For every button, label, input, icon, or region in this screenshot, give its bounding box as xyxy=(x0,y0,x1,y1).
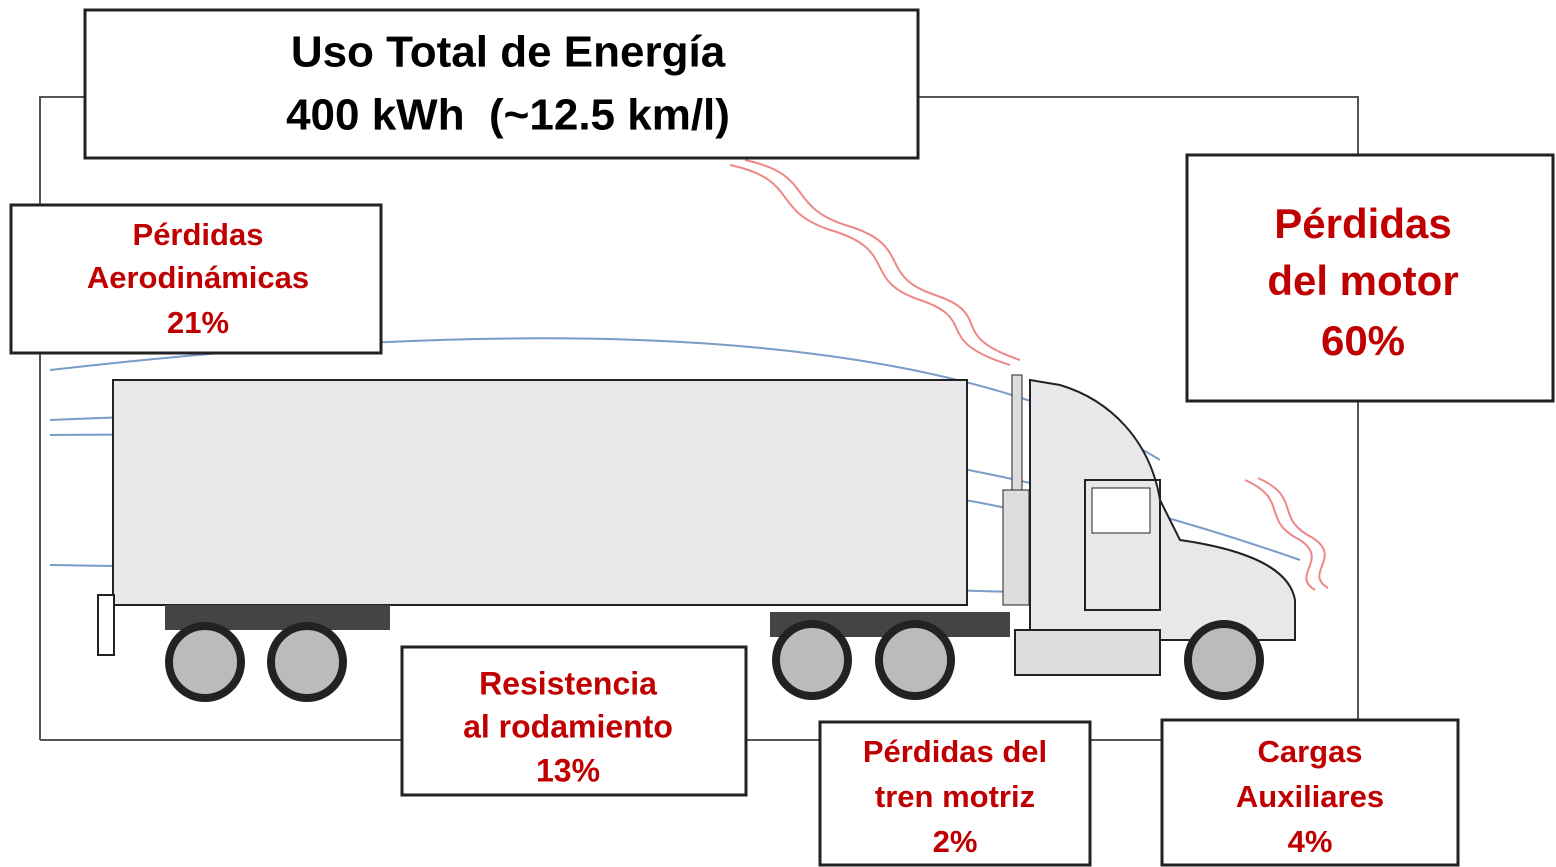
illustration xyxy=(9,8,1555,867)
box-line: al rodamiento xyxy=(463,708,673,744)
box-aero: Pérdidas Aerodinámicas 21% xyxy=(87,217,309,340)
box-tren: Pérdidas del tren motriz 2% xyxy=(863,734,1047,859)
box-line: tren motriz xyxy=(875,779,1035,814)
box-line: 4% xyxy=(1288,824,1333,859)
box-rodamiento: Resistencia al rodamiento 13% xyxy=(463,665,673,788)
box-cargas: Cargas Auxiliares 4% xyxy=(1236,734,1384,859)
box-line: Auxiliares xyxy=(1236,779,1384,814)
box-line: Cargas xyxy=(1257,734,1362,769)
box-line: del motor xyxy=(1267,257,1458,304)
box-line: Pérdidas del xyxy=(863,734,1047,769)
box-motor: Pérdidas del motor 60% xyxy=(1267,200,1458,364)
box-line: Pérdidas xyxy=(133,217,264,252)
title-line: Uso Total de Energía xyxy=(291,28,726,77)
box-line: 2% xyxy=(933,824,978,859)
box-line: Pérdidas xyxy=(1274,200,1451,247)
box-line: 60% xyxy=(1321,317,1405,364)
box-line: Aerodinámicas xyxy=(87,260,309,295)
box-line: 13% xyxy=(536,752,600,788)
box-line: 21% xyxy=(167,305,229,340)
title-line: 400 kWh (~12.5 km/l) xyxy=(286,91,730,140)
box-line: Resistencia xyxy=(479,665,657,701)
